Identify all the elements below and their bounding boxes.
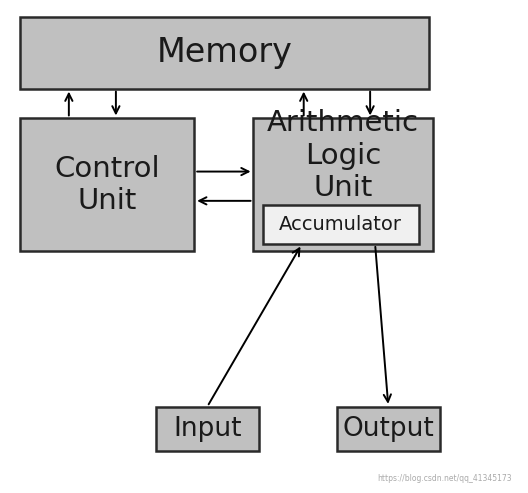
FancyBboxPatch shape [337,407,440,451]
Text: Accumulator: Accumulator [279,215,402,234]
Text: Output: Output [343,416,434,442]
Text: Input: Input [173,416,241,442]
FancyBboxPatch shape [20,17,429,89]
FancyBboxPatch shape [156,407,259,451]
FancyBboxPatch shape [20,118,194,251]
Text: Control
Unit: Control Unit [54,155,160,215]
Text: Arithmetic
Logic
Unit: Arithmetic Logic Unit [267,109,419,202]
Text: Memory: Memory [157,36,293,70]
FancyBboxPatch shape [263,205,419,244]
FancyBboxPatch shape [253,118,433,251]
Text: https://blog.csdn.net/qq_41345173: https://blog.csdn.net/qq_41345173 [378,474,512,483]
